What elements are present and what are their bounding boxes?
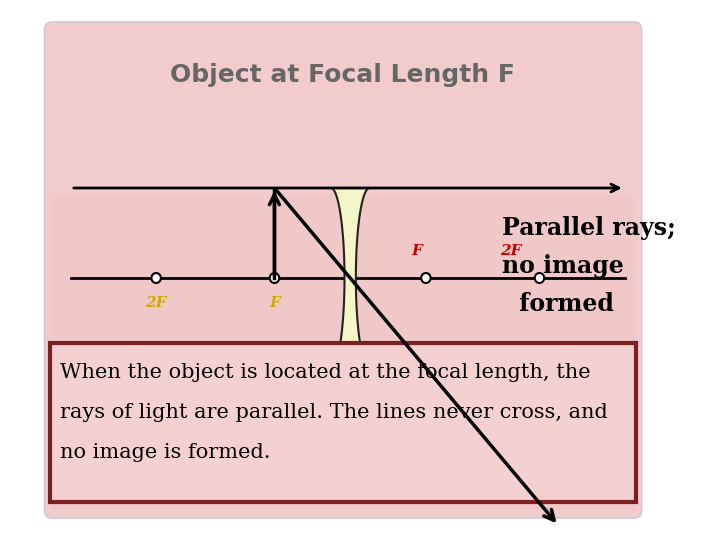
Text: Object at Focal Length F: Object at Focal Length F (170, 63, 515, 87)
Circle shape (151, 273, 161, 283)
Text: rays of light are parallel. The lines never cross, and: rays of light are parallel. The lines ne… (60, 403, 608, 422)
Circle shape (535, 273, 544, 283)
FancyBboxPatch shape (45, 22, 642, 518)
Text: no image is formed.: no image is formed. (60, 443, 270, 462)
Polygon shape (331, 188, 369, 368)
Text: 2F: 2F (500, 244, 522, 258)
Text: F: F (411, 244, 422, 258)
Text: formed: formed (511, 292, 614, 316)
Bar (52, 195, 634, 510)
Text: 2F: 2F (145, 296, 167, 310)
Text: Parallel rays;: Parallel rays; (502, 216, 675, 240)
FancyBboxPatch shape (50, 343, 636, 502)
Text: F: F (269, 296, 280, 310)
Text: When the object is located at the focal length, the: When the object is located at the focal … (60, 363, 590, 382)
Circle shape (421, 273, 431, 283)
Circle shape (270, 273, 279, 283)
Text: no image: no image (502, 254, 624, 278)
